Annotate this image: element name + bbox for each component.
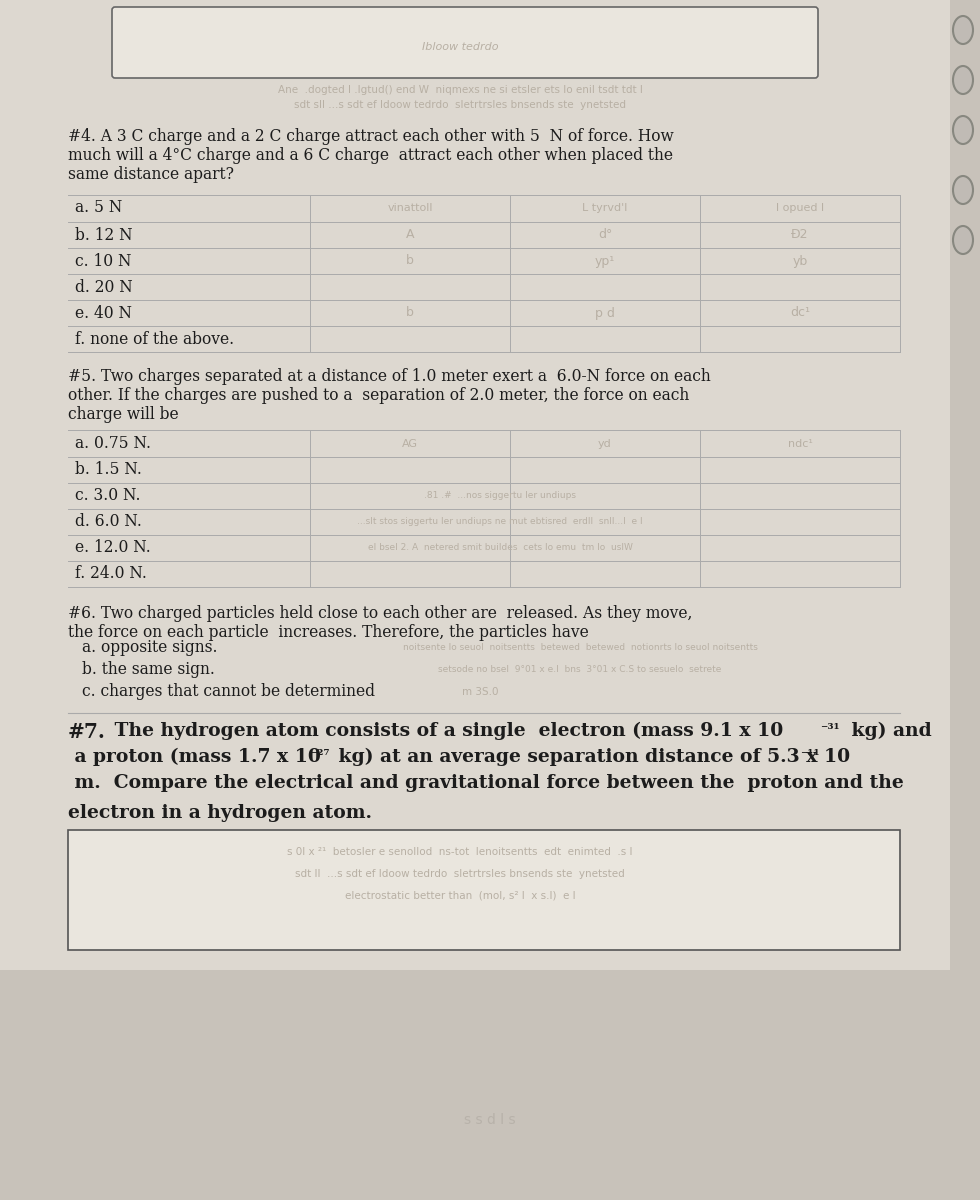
Text: #4. A 3 C charge and a 2 C charge attract each other with 5  N of force. How: #4. A 3 C charge and a 2 C charge attrac… xyxy=(68,128,673,145)
Text: ndc¹: ndc¹ xyxy=(788,439,812,449)
Text: same distance apart?: same distance apart? xyxy=(68,166,234,182)
Text: c. 3.0 N.: c. 3.0 N. xyxy=(75,487,140,504)
Text: a. 5 N: a. 5 N xyxy=(75,199,122,216)
Text: yp¹: yp¹ xyxy=(595,254,615,268)
Text: b. 12 N: b. 12 N xyxy=(75,227,132,244)
Text: d. 6.0 N.: d. 6.0 N. xyxy=(75,514,142,530)
Text: electron in a hydrogen atom.: electron in a hydrogen atom. xyxy=(68,804,372,822)
Text: noitsente lo seuol  noitsentts  betewed  betewed  notionrts lo seuol noitsentts: noitsente lo seuol noitsentts betewed be… xyxy=(403,643,758,653)
Bar xyxy=(950,0,980,980)
Text: l opued l: l opued l xyxy=(776,203,824,214)
Text: #7.: #7. xyxy=(68,722,106,742)
Text: ⁻³¹: ⁻³¹ xyxy=(820,722,840,737)
Text: kg) at an average separation distance of 5.3 x 10: kg) at an average separation distance of… xyxy=(332,748,850,767)
Text: e. 12.0 N.: e. 12.0 N. xyxy=(75,540,151,557)
Text: c. 10 N: c. 10 N xyxy=(75,252,131,270)
Text: b: b xyxy=(406,254,414,268)
Text: AG: AG xyxy=(402,439,418,449)
Ellipse shape xyxy=(953,66,973,94)
Text: b. 1.5 N.: b. 1.5 N. xyxy=(75,462,142,479)
Text: d°: d° xyxy=(598,228,612,241)
FancyBboxPatch shape xyxy=(68,830,900,950)
Text: s 0l x ²¹  betosler e senollod  ns-tot  lenoitsentts  edt  enimted  .s l: s 0l x ²¹ betosler e senollod ns-tot len… xyxy=(287,847,633,857)
Ellipse shape xyxy=(953,116,973,144)
Text: setsode no bsel  9°01 x e.l  bns  3°01 x C.S to sesuelo  setrete: setsode no bsel 9°01 x e.l bns 3°01 x C.… xyxy=(438,666,721,674)
Text: b: b xyxy=(406,306,414,319)
Text: Ibloow tedrdo: Ibloow tedrdo xyxy=(421,42,498,52)
Text: p d: p d xyxy=(595,306,614,319)
Text: electrostatic better than  (mol, s² l  x s.l)  e l: electrostatic better than (mol, s² l x s… xyxy=(345,890,575,901)
Text: c. charges that cannot be determined: c. charges that cannot be determined xyxy=(82,684,375,701)
Text: e. 40 N: e. 40 N xyxy=(75,305,132,322)
Text: Ane  .dogted l .lgtud() end W  niqmexs ne si etsler ets lo enil tsdt tdt l: Ane .dogted l .lgtud() end W niqmexs ne … xyxy=(277,85,643,95)
FancyBboxPatch shape xyxy=(112,7,818,78)
Text: f. 24.0 N.: f. 24.0 N. xyxy=(75,565,147,582)
Text: A: A xyxy=(406,228,415,241)
Text: f. none of the above.: f. none of the above. xyxy=(75,330,234,348)
Text: much will a 4°C charge and a 6 C charge  attract each other when placed the: much will a 4°C charge and a 6 C charge … xyxy=(68,146,673,164)
Text: m.  Compare the electrical and gravitational force between the  proton and the: m. Compare the electrical and gravitatio… xyxy=(68,774,904,792)
Text: the force on each particle  increases. Therefore, the particles have: the force on each particle increases. Th… xyxy=(68,624,589,641)
Ellipse shape xyxy=(953,176,973,204)
Text: yb: yb xyxy=(793,254,808,268)
Text: d. 20 N: d. 20 N xyxy=(75,278,132,295)
Text: .81 .#  ...nos siggertu ler undiups: .81 .# ...nos siggertu ler undiups xyxy=(424,492,576,500)
Text: #5. Two charges separated at a distance of 1.0 meter exert a  6.0-N force on eac: #5. Two charges separated at a distance … xyxy=(68,368,710,385)
Text: kg) and: kg) and xyxy=(845,722,932,740)
Text: yd: yd xyxy=(598,439,612,449)
Text: ⁻¹¹: ⁻¹¹ xyxy=(800,749,819,763)
Text: s s d l s: s s d l s xyxy=(465,1114,515,1127)
Ellipse shape xyxy=(953,16,973,44)
Text: sdt sll ...s sdt ef ldoow tedrdo  sletrtrsles bnsends ste  ynetsted: sdt sll ...s sdt ef ldoow tedrdo sletrtr… xyxy=(294,100,626,110)
Bar xyxy=(0,970,980,1200)
Text: charge will be: charge will be xyxy=(68,406,178,422)
Text: a. opposite signs.: a. opposite signs. xyxy=(82,640,218,656)
Text: #6. Two charged particles held close to each other are  released. As they move,: #6. Two charged particles held close to … xyxy=(68,605,693,622)
Text: ⁻²⁷: ⁻²⁷ xyxy=(310,749,329,763)
Text: vinattoll: vinattoll xyxy=(387,203,433,214)
Text: Ð2: Ð2 xyxy=(791,228,808,241)
Text: b. the same sign.: b. the same sign. xyxy=(82,661,215,678)
Text: a proton (mass 1.7 x 10: a proton (mass 1.7 x 10 xyxy=(68,748,320,767)
Text: sdt ll  ...s sdt ef ldoow tedrdo  sletrtrsles bnsends ste  ynetsted: sdt ll ...s sdt ef ldoow tedrdo sletrtrs… xyxy=(295,869,625,878)
Text: ...slt stos siggertu ler undiups ne mut ebtisred  erdll  snll...l  e l: ...slt stos siggertu ler undiups ne mut … xyxy=(357,517,643,527)
Ellipse shape xyxy=(953,226,973,254)
Text: m 3S.0: m 3S.0 xyxy=(462,686,498,697)
Text: other. If the charges are pushed to a  separation of 2.0 meter, the force on eac: other. If the charges are pushed to a se… xyxy=(68,386,689,404)
Text: L tyrvd'l: L tyrvd'l xyxy=(582,203,627,214)
Text: dc¹: dc¹ xyxy=(790,306,810,319)
Text: a. 0.75 N.: a. 0.75 N. xyxy=(75,434,151,451)
Text: el bsel 2. A  netered smit buildes  cets lo emu  tm lo  uslW: el bsel 2. A netered smit buildes cets l… xyxy=(368,544,632,552)
Text: The hydrogen atom consists of a single  electron (mass 9.1 x 10: The hydrogen atom consists of a single e… xyxy=(108,722,783,740)
